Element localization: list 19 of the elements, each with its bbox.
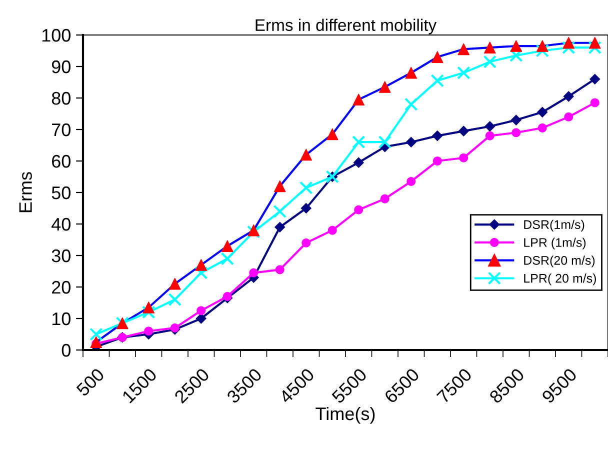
y-tick-label: 40	[52, 218, 70, 231]
y-tick-label: 60	[52, 154, 70, 168]
y-tick-label: 50	[52, 186, 70, 200]
y-tick-label: 0	[62, 344, 70, 357]
legend-label: DSR(1m/s)	[524, 220, 584, 232]
legend-label: DSR(20 m/s)	[524, 256, 595, 268]
chart-title: Erms in different mobility	[256, 18, 437, 34]
y-tick-label: 100	[42, 28, 70, 42]
y-tick-label: 30	[52, 249, 70, 262]
y-axis-title: Erms	[19, 172, 32, 212]
y-tick-label: 90	[52, 60, 70, 74]
x-axis-title: Time(s)	[316, 406, 375, 424]
legend-label: LPR( 20 m/s)	[524, 274, 596, 286]
x-tick-label: 500	[76, 368, 106, 397]
y-tick-label: 10	[52, 312, 70, 326]
y-tick-label: 80	[52, 92, 70, 105]
legend-label: LPR (1m/s)	[524, 238, 586, 250]
y-tick-label: 70	[52, 123, 70, 136]
y-tick-label: 20	[52, 280, 70, 294]
